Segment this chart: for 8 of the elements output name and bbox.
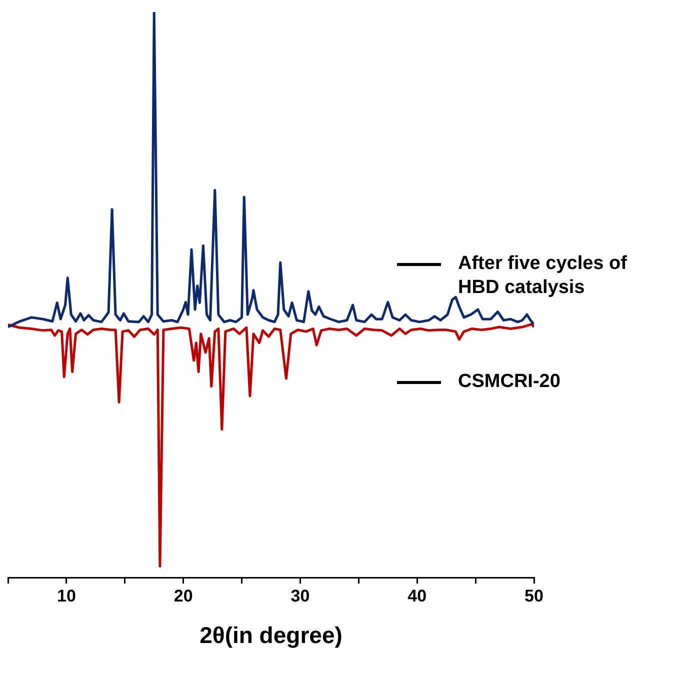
x-tick-label: 50: [524, 586, 544, 606]
x-tick-label: 10: [56, 586, 76, 606]
x-axis-title: 2θ(in degree): [198, 622, 344, 649]
series-label: CSMCRI-20: [458, 370, 562, 394]
x-tick-label: 30: [290, 586, 310, 606]
x-tick-label: 20: [174, 586, 193, 606]
x-tick-label: 40: [408, 586, 427, 606]
series-label: After five cycles of HBD catalysis: [458, 252, 628, 300]
